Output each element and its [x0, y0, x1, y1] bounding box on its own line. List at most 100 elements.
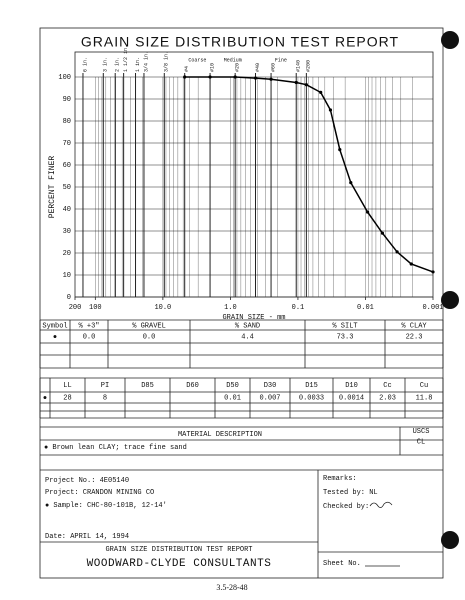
review-field: Checked by: — [323, 503, 369, 511]
table-cell: 73.3 — [337, 333, 354, 341]
table-cell: 28 — [63, 394, 71, 402]
report-title: GRAIN SIZE DISTRIBUTION TEST REPORT — [81, 34, 399, 50]
table-header: D15 — [305, 382, 318, 390]
sieve-label: 1 in. — [135, 57, 141, 72]
table-header: % +3" — [78, 322, 99, 330]
data-point — [253, 76, 258, 80]
table-header: PI — [101, 382, 109, 390]
table-header: D30 — [264, 382, 277, 390]
y-tick-label: 20 — [63, 250, 71, 258]
sieve-label: #10 — [209, 63, 215, 72]
table-cell: 0.007 — [259, 394, 280, 402]
table-header: Cc — [383, 382, 391, 390]
table-header: Cu — [420, 382, 428, 390]
data-point — [319, 90, 323, 94]
table-header: D85 — [141, 382, 154, 390]
table-cell: 0.0 — [143, 333, 156, 341]
table-header: % CLAY — [401, 322, 427, 330]
data-point — [233, 75, 237, 79]
data-point — [365, 210, 370, 214]
data-point — [409, 262, 413, 266]
x-tick-label: 100 — [89, 304, 102, 312]
data-point — [395, 250, 399, 254]
x-tick-label: 0.001 — [422, 304, 443, 312]
y-tick-label: 90 — [63, 96, 71, 104]
data-point — [183, 75, 187, 79]
table-cell: 0.01 — [224, 394, 241, 402]
y-tick-label: 30 — [63, 228, 71, 236]
page-number: 3.5-28-48 — [216, 583, 247, 592]
table-header: LL — [63, 382, 71, 390]
y-tick-label: 50 — [63, 184, 71, 192]
table-header: % SAND — [235, 322, 260, 330]
footer-report: GRAIN SIZE DISTRIBUTION TEST REPORT — [105, 546, 252, 554]
table-cell: 11.8 — [416, 394, 433, 402]
table-cell: ● Brown lean CLAY; trace fine sand — [44, 444, 187, 452]
soil-class-label: Medium — [224, 57, 242, 63]
data-point — [349, 181, 353, 185]
sieve-label: 1 1/2 in. — [123, 45, 129, 72]
sieve-label: #60 — [270, 63, 276, 72]
x-axis-label: GRAIN SIZE - mm — [222, 314, 285, 322]
table-header: MATERIAL DESCRIPTION — [178, 431, 262, 439]
review-field: Remarks: — [323, 475, 357, 483]
signature — [369, 501, 393, 508]
sieve-label: #200 — [306, 60, 312, 72]
table-header: D60 — [186, 382, 199, 390]
punch-hole — [441, 291, 459, 309]
review-field: Tested by: NL — [323, 489, 378, 497]
data-point — [380, 231, 385, 235]
sieve-label: #20 — [234, 63, 240, 72]
y-tick-label: 40 — [63, 206, 71, 214]
sieve-label: #140 — [296, 60, 302, 72]
footer-company: WOODWARD-CLYDE CONSULTANTS — [87, 558, 272, 570]
sheet-label: Sheet No. — [323, 560, 361, 568]
table-cell: 0.0033 — [299, 394, 324, 402]
y-tick-label: 70 — [63, 140, 71, 148]
table-cell: ● — [43, 394, 47, 402]
data-point — [269, 77, 273, 81]
x-tick-label: 1.0 — [224, 304, 237, 312]
sieve-label: 3 in. — [103, 57, 109, 72]
table-cell: 2.03 — [379, 394, 396, 402]
data-point — [208, 75, 212, 79]
table-cell: 4.4 — [241, 333, 254, 341]
table-header: % GRAVEL — [132, 322, 166, 330]
sieve-label: 3/4 in. — [143, 51, 149, 72]
data-point — [294, 80, 298, 85]
project-field: Project No.: 4E05140 — [45, 477, 129, 485]
sieve-label: #40 — [255, 63, 261, 72]
data-point — [338, 148, 342, 152]
x-tick-label: 10.0 — [154, 304, 171, 312]
project-field: ● Sample: CHC-80-101B, 12-14' — [45, 502, 167, 510]
data-point — [304, 83, 308, 87]
table-cell: CL — [417, 438, 425, 446]
project-field: Project: CRANDON MINING CO — [45, 489, 154, 497]
punch-hole — [441, 31, 459, 49]
table-header: USCS — [413, 428, 430, 436]
sieve-label: 6 in. — [82, 57, 88, 72]
x-tick-label: 200 — [69, 304, 82, 312]
soil-class-label: Fine — [275, 57, 287, 63]
table-cell: 0.0 — [83, 333, 96, 341]
soil-class-label: Coarse — [188, 57, 206, 63]
y-axis-label: PERCENT FINER — [48, 156, 57, 219]
table-header: D10 — [345, 382, 358, 390]
table-cell: 22.3 — [406, 333, 423, 341]
table-header: D50 — [226, 382, 239, 390]
sieve-label: #4 — [184, 66, 190, 72]
sieve-label: 2 in. — [115, 57, 121, 72]
x-tick-label: 0.01 — [357, 304, 374, 312]
y-tick-label: 0 — [67, 294, 71, 302]
y-tick-label: 10 — [63, 272, 71, 280]
x-tick-label: 0.1 — [292, 304, 305, 312]
data-point — [328, 108, 333, 112]
table-cell: 8 — [103, 394, 107, 402]
sieve-label: 3/8 in. — [164, 51, 170, 72]
data-point — [431, 270, 435, 274]
table-cell: ● — [53, 333, 57, 341]
table-header: % SILT — [332, 322, 357, 330]
y-tick-label: 100 — [58, 74, 71, 82]
